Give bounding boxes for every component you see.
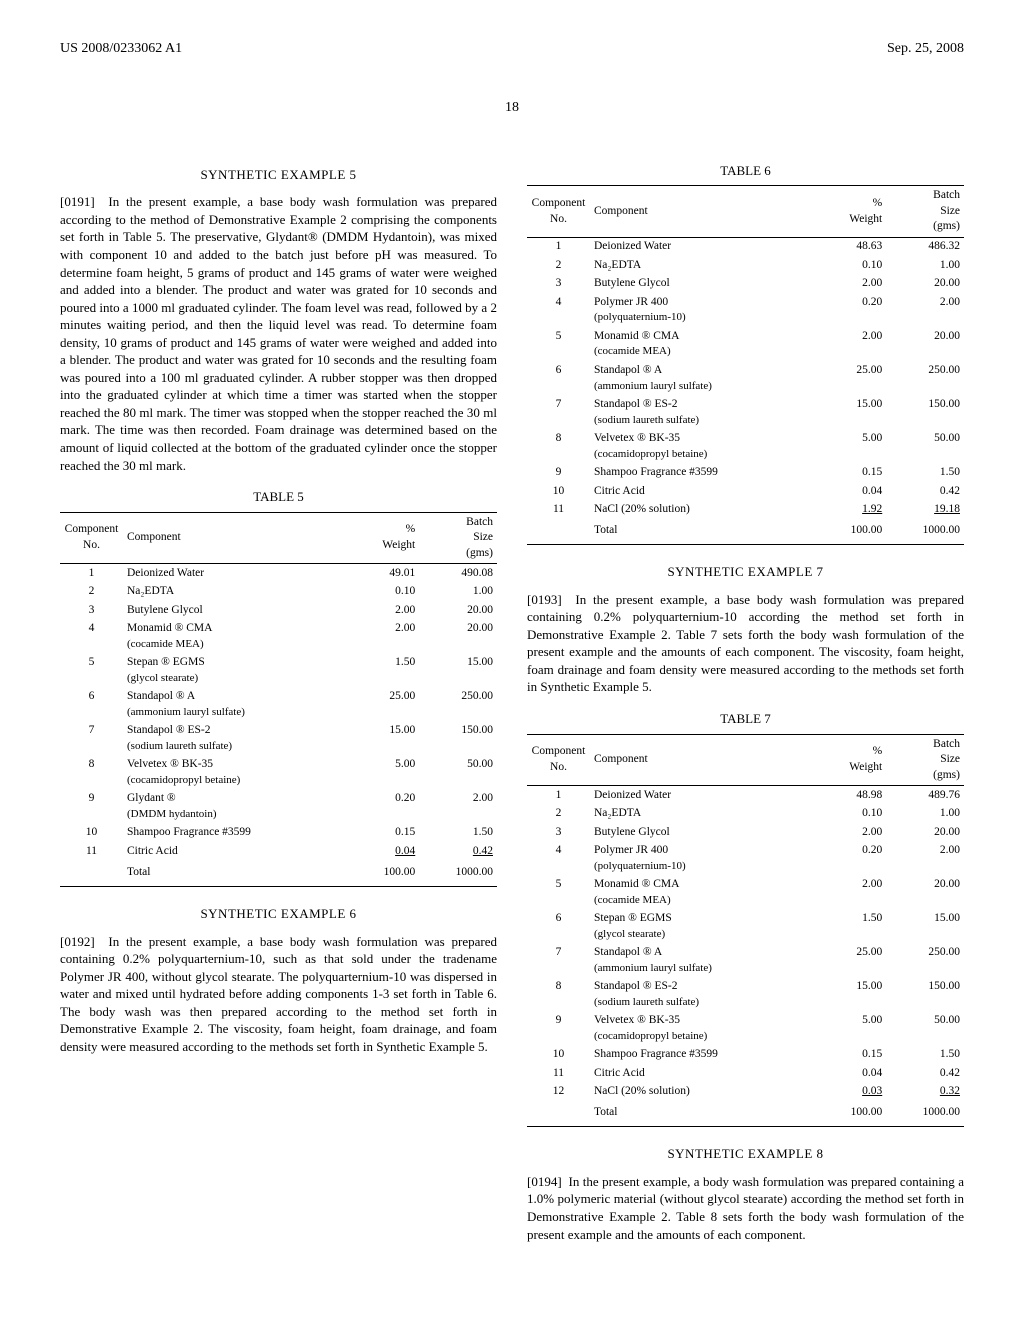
table-row: 8Velvetex ® BK-35(cocamidopropyl betaine… bbox=[60, 756, 497, 790]
table-row: 9Velvetex ® BK-35(cocamidopropyl betaine… bbox=[527, 1012, 964, 1046]
section-title-6: SYNTHETIC EXAMPLE 6 bbox=[60, 905, 497, 923]
paragraph-0194: [0194] In the present example, a body wa… bbox=[527, 1173, 964, 1243]
table-row: 4Polymer JR 400(polyquaternium-10)0.202.… bbox=[527, 293, 964, 327]
table-6: ComponentNo.Component%WeightBatchSize(gm… bbox=[527, 185, 964, 545]
paragraph-0191: [0191] In the present example, a base bo… bbox=[60, 193, 497, 474]
table-total-row: Total100.001000.00 bbox=[527, 519, 964, 540]
table-row: 11NaCl (20% solution)1.9219.18 bbox=[527, 501, 964, 520]
table-row: 5Monamid ® CMA(cocamide MEA)2.0020.00 bbox=[527, 876, 964, 910]
table-row: 4Monamid ® CMA(cocamide MEA)2.0020.00 bbox=[60, 620, 497, 654]
header-left: US 2008/0233062 A1 bbox=[60, 40, 182, 59]
table-row: 2Na₂EDTA0.101.00 bbox=[527, 805, 964, 824]
section-title-5: SYNTHETIC EXAMPLE 5 bbox=[60, 166, 497, 184]
table-row: 6Stepan ® EGMS(glycol stearate)1.5015.00 bbox=[527, 910, 964, 944]
table-row: 8Velvetex ® BK-35(cocamidopropyl betaine… bbox=[527, 430, 964, 464]
table-row: 2Na₂EDTA0.101.00 bbox=[527, 256, 964, 275]
page-header: US 2008/0233062 A1 Sep. 25, 2008 bbox=[60, 40, 964, 59]
table-row: 11Citric Acid0.040.42 bbox=[527, 1064, 964, 1083]
header-right: Sep. 25, 2008 bbox=[887, 40, 964, 59]
table-row: 4Polymer JR 400(polyquaternium-10)0.202.… bbox=[527, 842, 964, 876]
table-total-row: Total100.001000.00 bbox=[527, 1101, 964, 1122]
table-row: 7Standapol ® ES-2(sodium laureth sulfate… bbox=[527, 396, 964, 430]
table-row: 7Standapol ® ES-2(sodium laureth sulfate… bbox=[60, 722, 497, 756]
table-row: 7Standapol ® A(ammonium lauryl sulfate)2… bbox=[527, 944, 964, 978]
table-row: 8Standapol ® ES-2(sodium laureth sulfate… bbox=[527, 978, 964, 1012]
para-num-0191: [0191] bbox=[60, 194, 95, 209]
table-row: 10Shampoo Fragrance #35990.151.50 bbox=[60, 824, 497, 843]
table-row: 11Citric Acid0.040.42 bbox=[60, 842, 497, 861]
para-text-0194: In the present example, a body wash form… bbox=[527, 1174, 964, 1242]
section-title-7: SYNTHETIC EXAMPLE 7 bbox=[527, 563, 964, 581]
table-5-label: TABLE 5 bbox=[60, 488, 497, 506]
para-text-0191: In the present example, a base body wash… bbox=[60, 194, 497, 472]
right-column: TABLE 6 ComponentNo.Component%WeightBatc… bbox=[527, 148, 964, 1253]
table-row: 5Monamid ® CMA(cocamide MEA)2.0020.00 bbox=[527, 327, 964, 361]
table-6-label: TABLE 6 bbox=[527, 162, 964, 180]
table-5: ComponentNo.Component%WeightBatchSize(gm… bbox=[60, 512, 497, 887]
para-text-0193: In the present example, a base body wash… bbox=[527, 592, 964, 695]
para-num-0193: [0193] bbox=[527, 592, 562, 607]
paragraph-0192: [0192] In the present example, a base bo… bbox=[60, 933, 497, 1056]
para-text-0192: In the present example, a base body wash… bbox=[60, 934, 497, 1054]
table-row: 3Butylene Glycol2.0020.00 bbox=[60, 601, 497, 620]
table-row: 10Citric Acid0.040.42 bbox=[527, 482, 964, 501]
para-num-0194: [0194] bbox=[527, 1174, 562, 1189]
left-column: SYNTHETIC EXAMPLE 5 [0191] In the presen… bbox=[60, 148, 497, 1253]
table-row: 12NaCl (20% solution)0.030.32 bbox=[527, 1083, 964, 1102]
table-row: 6Standapol ® A(ammonium lauryl sulfate)2… bbox=[527, 361, 964, 395]
table-row: 3Butylene Glycol2.0020.00 bbox=[527, 275, 964, 294]
table-row: 1Deionized Water48.63486.32 bbox=[527, 237, 964, 256]
table-row: 6Standapol ® A(ammonium lauryl sulfate)2… bbox=[60, 688, 497, 722]
table-row: 2Na₂EDTA0.101.00 bbox=[60, 583, 497, 602]
table-row: 3Butylene Glycol2.0020.00 bbox=[527, 823, 964, 842]
table-7-label: TABLE 7 bbox=[527, 710, 964, 728]
para-num-0192: [0192] bbox=[60, 934, 95, 949]
table-row: 9Glydant ®(DMDM hydantoin)0.202.00 bbox=[60, 790, 497, 824]
table-7: ComponentNo.Component%WeightBatchSize(gm… bbox=[527, 734, 964, 1128]
table-row: 1Deionized Water49.01490.08 bbox=[60, 564, 497, 583]
table-row: 9Shampoo Fragrance #35990.151.50 bbox=[527, 464, 964, 483]
table-total-row: Total100.001000.00 bbox=[60, 861, 497, 882]
page-number: 18 bbox=[60, 99, 964, 118]
table-row: 10Shampoo Fragrance #35990.151.50 bbox=[527, 1046, 964, 1065]
table-row: 1Deionized Water48.98489.76 bbox=[527, 786, 964, 805]
paragraph-0193: [0193] In the present example, a base bo… bbox=[527, 591, 964, 696]
section-title-8: SYNTHETIC EXAMPLE 8 bbox=[527, 1145, 964, 1163]
table-row: 5Stepan ® EGMS(glycol stearate)1.5015.00 bbox=[60, 654, 497, 688]
